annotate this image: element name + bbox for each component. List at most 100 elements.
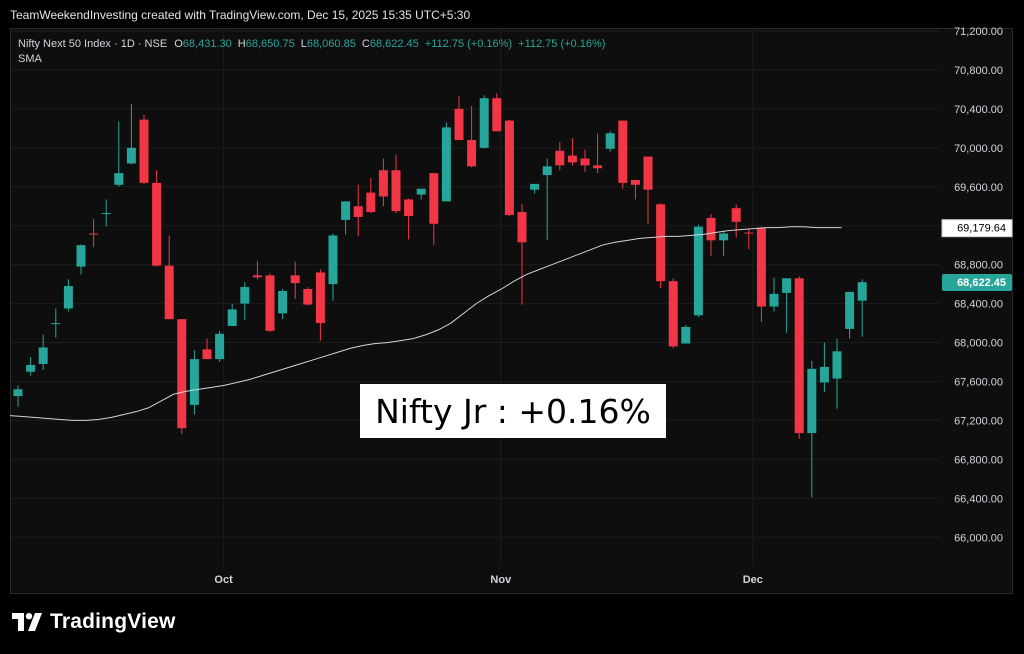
- candle-up: [832, 351, 842, 379]
- y-tick-label: 70,400.00: [954, 104, 1003, 116]
- open-label: O: [174, 38, 183, 50]
- y-tick-label: 66,800.00: [954, 454, 1003, 466]
- candle-down: [517, 212, 527, 243]
- candle-down: [290, 275, 300, 284]
- candle-down: [404, 199, 414, 216]
- candle-down: [593, 165, 603, 169]
- candle-down: [567, 155, 577, 163]
- candle-down: [756, 227, 766, 307]
- ohlc-row: Nifty Next 50 Index · 1D · NSE O68,431.3…: [18, 37, 605, 52]
- candle-down: [378, 170, 388, 197]
- x-tick-label: Oct: [214, 574, 233, 586]
- candle-down: [794, 278, 804, 434]
- candle-up: [63, 286, 73, 309]
- candle-down: [265, 275, 275, 331]
- tradingview-logo[interactable]: TradingView: [12, 610, 176, 634]
- y-tick-label: 66,400.00: [954, 493, 1003, 505]
- change-value: +112.75 (+0.16%): [424, 38, 513, 50]
- y-tick-label: 68,800.00: [954, 260, 1003, 272]
- y-tick-label: 70,000.00: [954, 143, 1003, 155]
- tradingview-logo-icon: [12, 613, 42, 631]
- change-value-2: +112.75 (+0.16%): [518, 38, 606, 50]
- y-tick-label: 70,800.00: [954, 65, 1003, 77]
- indicator-label[interactable]: SMA: [18, 53, 42, 65]
- candle-down: [668, 281, 678, 347]
- candle-up: [51, 323, 61, 325]
- candle-down: [202, 349, 212, 360]
- candle-up: [13, 389, 23, 397]
- candle-down: [467, 140, 477, 167]
- high-value: 68,650.75: [245, 38, 295, 50]
- open-value: 68,431.30: [182, 38, 232, 50]
- candle-down: [744, 232, 754, 234]
- candle-down: [731, 208, 741, 222]
- candle-up: [542, 166, 552, 176]
- candle-down: [630, 179, 640, 185]
- candle-up: [782, 278, 792, 293]
- candle-up: [114, 173, 124, 185]
- chart-legend: Nifty Next 50 Index · 1D · NSE O68,431.3…: [18, 37, 605, 67]
- performance-text: Nifty Jr : +0.16%: [375, 391, 651, 431]
- candle-up: [227, 309, 237, 326]
- y-tick-label: 66,000.00: [954, 532, 1003, 544]
- candle-up: [278, 290, 288, 314]
- candle-down: [618, 120, 628, 183]
- candle-up: [101, 213, 111, 215]
- x-tick-label: Nov: [490, 574, 512, 586]
- close-value: 68,622.45: [369, 38, 419, 50]
- candle-down: [454, 108, 464, 141]
- candle-down: [303, 289, 313, 305]
- brand-name: TradingView: [50, 610, 176, 633]
- candle-up: [189, 359, 199, 405]
- candle-up: [819, 366, 829, 383]
- performance-overlay: Nifty Jr : +0.16%: [360, 384, 666, 438]
- candle-up: [240, 287, 250, 304]
- candle-up: [693, 226, 703, 316]
- y-tick-label: 67,600.00: [954, 376, 1003, 388]
- candle-down: [152, 182, 162, 266]
- low-value: 68,060.85: [306, 38, 356, 50]
- low-label: L: [300, 38, 307, 50]
- high-label: H: [237, 38, 246, 50]
- candle-up: [126, 147, 136, 164]
- sma-value-label: 69,179.64: [957, 223, 1006, 235]
- last-price-label: 68,622.45: [957, 277, 1006, 289]
- candle-up: [441, 127, 451, 202]
- candle-up: [328, 235, 338, 285]
- candle-down: [504, 120, 514, 216]
- candle-up: [530, 183, 540, 190]
- candle-up: [719, 233, 729, 241]
- candle-up: [845, 291, 855, 329]
- candle-down: [706, 217, 716, 241]
- candle-up: [769, 293, 779, 307]
- candle-down: [252, 275, 262, 278]
- candle-up: [341, 201, 351, 220]
- y-tick-label: 68,400.00: [954, 299, 1003, 311]
- footer: TradingView: [0, 596, 1024, 654]
- chart-credit: TeamWeekendInvesting created with Tradin…: [10, 8, 471, 22]
- close-label: C: [361, 38, 370, 50]
- candle-down: [391, 170, 401, 212]
- y-tick-label: 67,200.00: [954, 415, 1003, 427]
- x-tick-label: Dec: [743, 574, 763, 586]
- candle-down: [555, 150, 565, 166]
- sma-value-badge: [941, 219, 1013, 238]
- candle-down: [492, 98, 502, 132]
- symbol-label[interactable]: Nifty Next 50 Index · 1D · NSE: [18, 38, 168, 50]
- candle-down: [580, 158, 590, 166]
- candle-down: [366, 192, 376, 213]
- candle-up: [26, 364, 36, 372]
- candle-up: [215, 333, 225, 360]
- y-tick-label: 71,200.00: [954, 26, 1003, 38]
- candle-up: [479, 98, 489, 148]
- candle-down: [139, 119, 149, 183]
- candle-down: [656, 204, 666, 282]
- candle-down: [643, 156, 653, 190]
- candle-up: [76, 245, 86, 267]
- y-tick-label: 69,600.00: [954, 182, 1003, 194]
- candle-up: [807, 368, 817, 434]
- candle-down: [429, 173, 439, 224]
- candle-up: [857, 282, 867, 301]
- candle-down: [164, 265, 174, 320]
